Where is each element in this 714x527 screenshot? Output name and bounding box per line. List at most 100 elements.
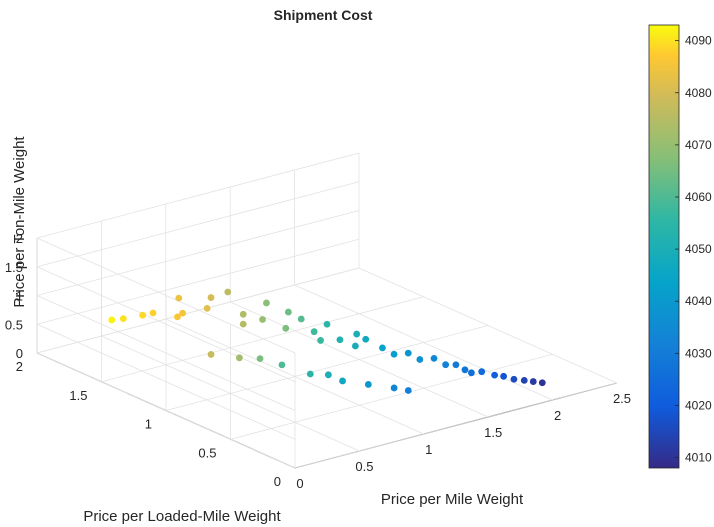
grid-line	[165, 325, 489, 411]
colorbar-gradient	[648, 24, 680, 469]
y-tick-label: 1.5	[69, 388, 87, 403]
x-tick-label: 1	[425, 442, 432, 457]
z-tick-label: 1	[16, 289, 23, 304]
data-point	[491, 371, 498, 379]
y-axis-label: Price per Loaded-Mile Weight	[83, 508, 281, 525]
data-point	[390, 350, 398, 358]
data-point	[520, 377, 528, 384]
data-point	[317, 337, 324, 344]
colorbar: 4010 4020 4030 4040 4050 4060 4070 4080 4090	[648, 24, 712, 469]
data-point	[404, 349, 412, 357]
grid-line	[36, 210, 360, 296]
data-point	[149, 309, 157, 317]
grid-line	[36, 267, 360, 354]
data-point	[538, 379, 546, 387]
grid-line	[36, 152, 360, 239]
data-point	[119, 315, 127, 322]
colorbar-tick-label: 4050	[685, 242, 712, 256]
data-point	[175, 294, 183, 302]
data-point	[390, 384, 398, 392]
data-point	[452, 361, 460, 369]
grid-line	[36, 181, 360, 268]
data-point	[353, 330, 361, 338]
x-axis-label: Price per Mile Weight	[381, 491, 524, 508]
y-tick-label: 0	[274, 474, 281, 489]
x-tick-label: 1.5	[484, 425, 502, 440]
grid-line	[36, 266, 296, 383]
grid-line	[101, 296, 424, 383]
y-tick-label: 0.5	[198, 445, 216, 460]
z-tick-label: 0	[16, 346, 23, 361]
data-point	[379, 344, 386, 352]
grid-lines	[36, 152, 618, 469]
grid-line	[230, 353, 553, 440]
data-point	[324, 371, 332, 379]
data-point	[351, 342, 359, 350]
x-tick-label: 0.5	[355, 459, 373, 474]
data-point	[500, 372, 508, 380]
grid-line	[294, 382, 618, 469]
grid-line	[36, 238, 360, 325]
colorbar-tick-label: 4040	[685, 294, 712, 308]
data-point	[336, 336, 344, 344]
data-point	[323, 320, 331, 328]
data-point	[259, 316, 266, 323]
data-point	[207, 294, 215, 301]
data-point	[442, 361, 450, 369]
z-tick-label: 2	[16, 231, 23, 246]
data-point	[108, 316, 116, 324]
scatter-points	[108, 288, 546, 394]
data-point	[179, 309, 187, 317]
grid-line	[36, 295, 296, 411]
z-tick-label: 0.5	[5, 317, 23, 332]
data-point	[297, 315, 305, 323]
data-point	[510, 375, 518, 383]
colorbar-tick-label: 4030	[685, 346, 712, 360]
x-tick-label: 2	[554, 408, 561, 423]
y-tick-label: 1	[145, 417, 152, 432]
colorbar-tick-label: 4090	[685, 34, 712, 48]
data-point	[529, 378, 537, 385]
colorbar-tick-label: 4070	[685, 138, 712, 152]
data-point	[263, 299, 270, 307]
data-point	[306, 370, 314, 378]
y-tick-label: 2	[16, 359, 23, 374]
data-point	[468, 369, 475, 377]
x-tick-label: 0	[296, 476, 303, 491]
data-point	[284, 308, 292, 316]
data-point	[364, 381, 372, 388]
colorbar-tick-label: 4020	[685, 398, 712, 412]
colorbar-tick-label: 4010	[685, 451, 712, 465]
data-point	[236, 354, 243, 362]
data-point	[239, 310, 247, 318]
grid-line	[36, 323, 296, 440]
colorbar-tick-label: 4080	[685, 86, 712, 100]
z-tick-label: 1.5	[5, 260, 23, 275]
data-point	[362, 335, 370, 343]
colorbar-ticks: 4010 4020 4030 4040 4050 4060 4070 4080 4090	[675, 34, 712, 465]
grid-line	[36, 237, 296, 354]
data-point	[224, 288, 232, 296]
data-point	[174, 313, 181, 321]
z-axis-label: Price per Ton-Mile Weight	[11, 136, 28, 308]
data-point	[278, 361, 286, 369]
data-point	[239, 320, 247, 328]
data-point	[416, 356, 424, 363]
data-point	[478, 368, 486, 376]
grid-line	[36, 352, 296, 469]
data-point	[203, 304, 211, 312]
data-point	[139, 311, 147, 319]
data-point	[430, 354, 438, 362]
chart-title: Shipment Cost	[274, 7, 373, 23]
data-point	[207, 351, 215, 358]
data-point	[339, 377, 346, 385]
data-point	[282, 324, 290, 332]
data-point	[461, 366, 469, 374]
x-tick-label: 2.5	[613, 391, 631, 406]
colorbar-tick-label: 4060	[685, 190, 712, 204]
data-point	[256, 355, 264, 363]
data-point	[310, 328, 318, 336]
data-point	[404, 387, 412, 394]
